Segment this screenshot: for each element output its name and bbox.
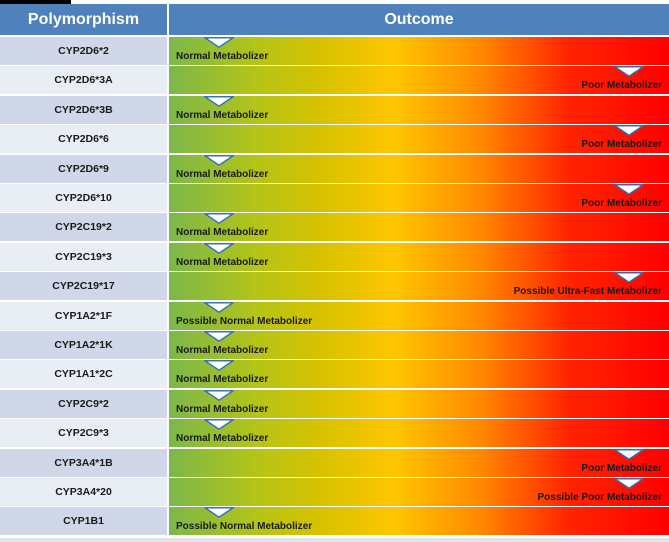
outcome-label: Poor Metabolizer bbox=[581, 139, 662, 150]
polymorphism-cell: CYP2C9*2 bbox=[0, 390, 167, 418]
outcome-gradient-cell: Possible Normal Metabolizer bbox=[169, 302, 669, 330]
table-row: CYP3A4*20 Possible Poor Metabolizer bbox=[0, 478, 669, 506]
polymorphism-cell: CYP2C9*3 bbox=[0, 419, 167, 447]
outcome-gradient-cell: Poor Metabolizer bbox=[169, 66, 669, 94]
outcome-gradient-cell: Normal Metabolizer bbox=[169, 331, 669, 359]
outcome-gradient-cell: Normal Metabolizer bbox=[169, 419, 669, 447]
table-row: CYP2D6*10 Poor Metabolizer bbox=[0, 184, 669, 212]
outcome-gradient-cell: Normal Metabolizer bbox=[169, 390, 669, 418]
polymorphism-cell: CYP1A2*1K bbox=[0, 331, 167, 359]
polymorphism-cell: CYP1A1*2C bbox=[0, 360, 167, 388]
polymorphism-cell: CYP2C19*2 bbox=[0, 213, 167, 241]
outcome-gradient-cell: Possible Normal Metabolizer bbox=[169, 507, 669, 535]
table-row: CYP1B1 Possible Normal Metabolizer bbox=[0, 507, 669, 535]
polymorphism-cell: CYP1A2*1F bbox=[0, 302, 167, 330]
outcome-label: Normal Metabolizer bbox=[176, 169, 269, 180]
table-row: CYP2D6*6 Poor Metabolizer bbox=[0, 125, 669, 153]
polymorphism-cell: CYP1B1 bbox=[0, 507, 167, 535]
table-row: CYP2C9*3 Normal Metabolizer bbox=[0, 419, 669, 447]
outcome-label: Possible Ultra-Fast Metabolizer bbox=[513, 286, 662, 297]
polymorphism-cell: CYP2D6*2 bbox=[0, 37, 167, 65]
outcome-label: Normal Metabolizer bbox=[176, 110, 269, 121]
table-row: CYP2D6*2 Normal Metabolizer bbox=[0, 37, 669, 65]
top-black-bar bbox=[0, 0, 71, 4]
outcome-gradient-cell: Poor Metabolizer bbox=[169, 125, 669, 153]
table-row: CYP2C9*2 Normal Metabolizer bbox=[0, 390, 669, 418]
outcome-gradient-cell: Normal Metabolizer bbox=[169, 360, 669, 388]
polymorphism-cell: CYP2D6*3A bbox=[0, 66, 167, 94]
outcome-label: Possible Normal Metabolizer bbox=[176, 316, 313, 327]
outcome-label: Normal Metabolizer bbox=[176, 404, 269, 415]
polymorphism-cell: CYP2D6*9 bbox=[0, 155, 167, 183]
table-row: CYP2D6*3B Normal Metabolizer bbox=[0, 96, 669, 124]
polymorphism-cell: CYP3A4*20 bbox=[0, 478, 167, 506]
outcome-label: Normal Metabolizer bbox=[176, 51, 269, 62]
outcome-label: Normal Metabolizer bbox=[176, 257, 269, 268]
polymorphism-cell: CYP2D6*6 bbox=[0, 125, 167, 153]
header-outcome: Outcome bbox=[169, 4, 669, 35]
table-row: CYP1A2*1K Normal Metabolizer bbox=[0, 331, 669, 359]
polymorphism-cell: CYP2D6*3B bbox=[0, 96, 167, 124]
outcome-label: Normal Metabolizer bbox=[176, 227, 269, 238]
bottom-strip bbox=[0, 538, 669, 542]
outcome-label: Possible Normal Metabolizer bbox=[176, 521, 313, 532]
table-row: CYP2C19*2 Normal Metabolizer bbox=[0, 213, 669, 241]
outcome-gradient-cell: Normal Metabolizer bbox=[169, 243, 669, 271]
header-polymorphism: Polymorphism bbox=[0, 4, 167, 35]
outcome-gradient-cell: Normal Metabolizer bbox=[169, 96, 669, 124]
polymorphism-cell: CYP2C19*3 bbox=[0, 243, 167, 271]
outcome-label: Poor Metabolizer bbox=[581, 80, 662, 91]
outcome-label: Possible Poor Metabolizer bbox=[537, 492, 662, 503]
polymorphism-cell: CYP2C19*17 bbox=[0, 272, 167, 300]
outcome-label: Normal Metabolizer bbox=[176, 433, 269, 444]
outcome-label: Normal Metabolizer bbox=[176, 345, 269, 356]
table-row: CYP3A4*1B Poor Metabolizer bbox=[0, 449, 669, 477]
outcome-gradient-cell: Poor Metabolizer bbox=[169, 449, 669, 477]
outcome-gradient-cell: Normal Metabolizer bbox=[169, 213, 669, 241]
outcome-gradient-cell: Possible Poor Metabolizer bbox=[169, 478, 669, 506]
outcome-label: Poor Metabolizer bbox=[581, 198, 662, 209]
outcome-gradient-cell: Normal Metabolizer bbox=[169, 37, 669, 65]
polymorphism-cell: CYP3A4*1B bbox=[0, 449, 167, 477]
outcome-gradient-cell: Possible Ultra-Fast Metabolizer bbox=[169, 272, 669, 300]
polymorphism-cell: CYP2D6*10 bbox=[0, 184, 167, 212]
table-row: CYP2C19*3 Normal Metabolizer bbox=[0, 243, 669, 271]
outcome-gradient-cell: Normal Metabolizer bbox=[169, 155, 669, 183]
outcome-label: Normal Metabolizer bbox=[176, 374, 269, 385]
table-row: CYP2D6*9 Normal Metabolizer bbox=[0, 155, 669, 183]
table-row: CYP1A2*1F Possible Normal Metabolizer bbox=[0, 302, 669, 330]
table-row: CYP2C19*17 Possible Ultra-Fast Metabolize… bbox=[0, 272, 669, 300]
outcome-gradient-cell: Poor Metabolizer bbox=[169, 184, 669, 212]
table-row: CYP1A1*2C Normal Metabolizer bbox=[0, 360, 669, 388]
table-row: CYP2D6*3A Poor Metabolizer bbox=[0, 66, 669, 94]
outcome-label: Poor Metabolizer bbox=[581, 463, 662, 474]
